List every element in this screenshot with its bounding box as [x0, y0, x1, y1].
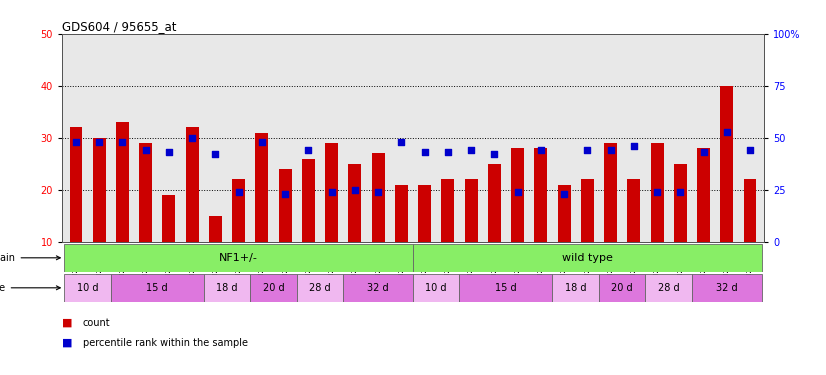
Text: 18 d: 18 d — [565, 283, 586, 293]
Bar — [743, 180, 757, 242]
Text: percentile rank within the sample: percentile rank within the sample — [83, 338, 248, 348]
Text: ■: ■ — [62, 318, 73, 327]
Bar — [186, 128, 198, 242]
Bar — [465, 180, 477, 242]
Text: 18 d: 18 d — [216, 283, 238, 293]
Bar — [64, 274, 111, 302]
Text: wild type: wild type — [562, 253, 613, 263]
Point — [69, 139, 83, 145]
Bar — [163, 195, 175, 242]
Bar — [581, 180, 594, 242]
Bar — [645, 274, 692, 302]
Bar — [111, 274, 204, 302]
Bar — [692, 274, 762, 302]
Bar — [64, 244, 413, 272]
Bar — [278, 169, 292, 242]
Bar — [553, 274, 599, 302]
Point — [418, 149, 431, 155]
Point — [743, 147, 757, 153]
Bar — [232, 180, 245, 242]
Bar — [297, 274, 344, 302]
Bar — [697, 148, 710, 242]
Text: 15 d: 15 d — [146, 283, 168, 293]
Text: 10 d: 10 d — [77, 283, 98, 293]
Bar — [720, 86, 733, 242]
Point — [186, 135, 199, 141]
Bar — [349, 164, 361, 242]
Point — [162, 149, 175, 155]
Text: 20 d: 20 d — [611, 283, 633, 293]
Point — [627, 143, 640, 149]
Point — [93, 139, 106, 145]
Text: NF1+/-: NF1+/- — [219, 253, 258, 263]
Bar — [395, 184, 408, 242]
Text: age: age — [0, 283, 60, 293]
Bar — [69, 128, 83, 242]
Point — [511, 189, 525, 195]
Bar — [599, 274, 645, 302]
Bar — [140, 143, 152, 242]
Point — [674, 189, 687, 195]
Point — [139, 147, 152, 153]
Point — [255, 139, 268, 145]
Bar — [459, 274, 553, 302]
Text: ■: ■ — [62, 338, 73, 348]
Bar — [534, 148, 548, 242]
Point — [464, 147, 477, 153]
Bar — [325, 143, 338, 242]
Bar — [372, 153, 385, 242]
Point — [278, 191, 292, 197]
Bar — [651, 143, 663, 242]
Bar — [604, 143, 617, 242]
Point — [116, 139, 129, 145]
Point — [372, 189, 385, 195]
Bar — [204, 274, 250, 302]
Bar — [441, 180, 454, 242]
Text: 10 d: 10 d — [425, 283, 447, 293]
Point — [581, 147, 594, 153]
Bar — [488, 164, 501, 242]
Text: GDS604 / 95655_at: GDS604 / 95655_at — [62, 20, 177, 33]
Bar — [511, 148, 524, 242]
Text: 28 d: 28 d — [309, 283, 331, 293]
Point — [441, 149, 454, 155]
Bar — [255, 133, 268, 242]
Bar — [93, 138, 106, 242]
Bar — [413, 274, 459, 302]
Point — [395, 139, 408, 145]
Text: 32 d: 32 d — [368, 283, 389, 293]
Bar — [628, 180, 640, 242]
Point — [697, 149, 710, 155]
Bar — [674, 164, 686, 242]
Bar — [116, 122, 129, 242]
Text: count: count — [83, 318, 110, 327]
Point — [720, 129, 733, 135]
Text: 28 d: 28 d — [658, 283, 680, 293]
Text: 15 d: 15 d — [495, 283, 517, 293]
Point — [651, 189, 664, 195]
Bar — [418, 184, 431, 242]
Bar — [302, 159, 315, 242]
Point — [488, 152, 501, 157]
Point — [325, 189, 338, 195]
Text: 32 d: 32 d — [716, 283, 738, 293]
Bar — [209, 216, 222, 242]
Point — [534, 147, 548, 153]
Point — [604, 147, 617, 153]
Point — [301, 147, 315, 153]
Bar — [250, 274, 297, 302]
Text: 20 d: 20 d — [263, 283, 284, 293]
Point — [558, 191, 571, 197]
Point — [209, 152, 222, 157]
Point — [349, 187, 362, 193]
Bar — [344, 274, 413, 302]
Bar — [413, 244, 762, 272]
Point — [232, 189, 245, 195]
Text: strain: strain — [0, 253, 60, 263]
Bar — [558, 184, 571, 242]
